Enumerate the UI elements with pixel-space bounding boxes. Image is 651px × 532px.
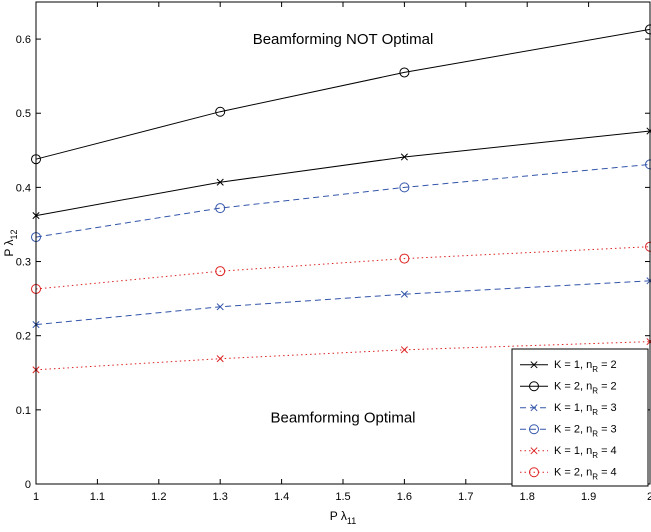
legend-marker: [529, 424, 539, 435]
legend-marker: [530, 361, 538, 369]
legend-entry-5: K = 1, nR = 4: [520, 445, 617, 460]
legend-label: K = 2, nR = 2: [554, 380, 617, 395]
data-point-6-2: [215, 266, 226, 277]
annotation-2: Beamforming Optimal: [270, 409, 415, 426]
legend-label: K = 1, nR = 4: [554, 445, 617, 460]
x-tick-label: 1.9: [581, 491, 596, 503]
x-tick-label: 1: [33, 491, 39, 503]
legend-box: [511, 348, 649, 487]
y-tick-label: 0.5: [16, 108, 31, 120]
legend-label: K = 1, nR = 3: [554, 402, 617, 417]
x-tick-label: 1.7: [458, 491, 473, 503]
data-point-5-3: [400, 346, 408, 354]
data-point-2-2: [215, 106, 226, 117]
x-tick-label: 1.6: [397, 491, 412, 503]
y-tick-label: 0.3: [16, 257, 31, 269]
y-tick-label: 0.1: [16, 405, 31, 417]
legend-marker: [529, 467, 539, 478]
legend-entry-2: K = 2, nR = 2: [520, 380, 617, 395]
legend-entry-1: K = 1, nR = 2: [520, 359, 617, 374]
legend-marker: [530, 447, 538, 455]
series-line-1: [35, 130, 651, 217]
x-tick-label: 1.2: [151, 491, 166, 503]
plot-area: [31, 24, 651, 374]
y-tick-label: 0.6: [16, 34, 31, 46]
legend-marker: [530, 404, 538, 412]
x-tick-label: 1.1: [90, 491, 105, 503]
legend-label: K = 2, nR = 3: [554, 423, 617, 438]
series-line-5: [35, 341, 651, 371]
data-point-6-3: [399, 253, 410, 264]
series-line-2: [35, 28, 651, 160]
data-point-3-2: [216, 303, 224, 311]
series-line-6: [35, 246, 651, 290]
y-tick-label: 0: [25, 479, 31, 491]
y-axis-label: P λ12: [2, 229, 19, 256]
legend-label: K = 2, nR = 4: [554, 466, 617, 481]
x-tick-label: 1.3: [213, 491, 228, 503]
legend-entry-3: K = 1, nR = 3: [520, 402, 617, 417]
data-point-4-2: [215, 203, 226, 214]
annotation-1: Beamforming NOT Optimal: [253, 31, 434, 48]
legend-entry-6: K = 2, nR = 4: [520, 466, 617, 481]
data-point-3-3: [400, 290, 408, 298]
legend-entry-4: K = 2, nR = 3: [520, 423, 617, 438]
data-point-5-2: [216, 355, 224, 363]
series-line-3: [35, 280, 651, 326]
legend-label: K = 1, nR = 2: [554, 359, 617, 374]
x-axis-label: P λ11: [330, 509, 356, 526]
data-point-1-3: [400, 153, 408, 161]
legend: K = 1, nR = 2 K = 2, nR = 2 K = 1, nR = 3 K…: [511, 348, 649, 487]
series-line-4: [35, 163, 651, 238]
data-point-4-3: [399, 182, 410, 193]
y-tick-label: 0.2: [16, 331, 31, 343]
data-point-1-2: [216, 178, 224, 186]
legend-marker: [529, 381, 539, 392]
x-tick-label: 1.4: [274, 491, 289, 503]
x-tick-label: 1.8: [520, 491, 535, 503]
x-tick-label: 1.5: [335, 491, 350, 503]
data-point-2-3: [399, 67, 410, 78]
annotations: Beamforming NOT Optimal Beamforming Optim…: [253, 31, 434, 426]
x-tick-label: 2: [647, 491, 651, 503]
y-tick-label: 0.4: [16, 182, 31, 194]
